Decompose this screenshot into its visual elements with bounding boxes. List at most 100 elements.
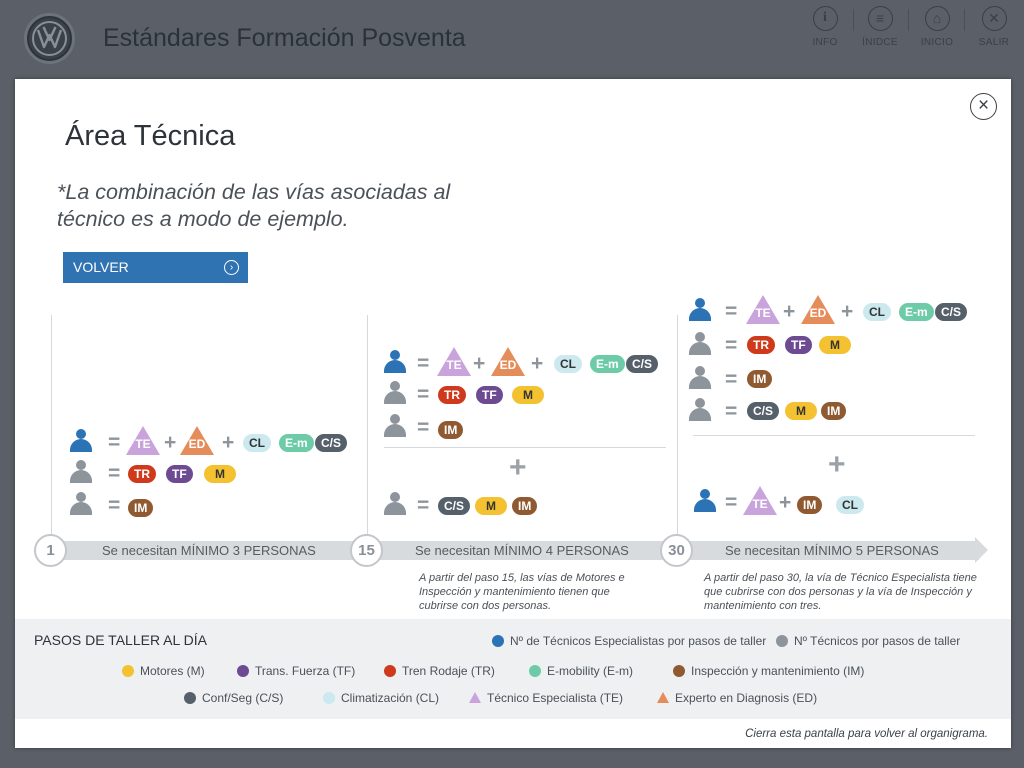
equals-sign: = (725, 400, 738, 423)
equals-sign: = (725, 491, 738, 514)
blue-dot-icon (492, 635, 504, 647)
badge-cs: C/S (747, 402, 780, 420)
legend-item: Técnico Especialista (TE) (469, 691, 623, 705)
equals-sign: = (417, 383, 430, 406)
step-marker: 30 (660, 534, 693, 567)
lilac-triangle-icon (469, 692, 481, 703)
badge-cs: C/S (935, 303, 968, 321)
legend-item: Nº Técnicos por pasos de taller (776, 634, 960, 648)
close-icon: ✕ (981, 6, 1007, 31)
info-icon: i (812, 6, 838, 31)
column-divider (367, 315, 368, 537)
person-row: = IM (384, 414, 674, 440)
legend-item: Climatización (CL) (323, 691, 439, 705)
step-note: A partir del paso 30, la vía de Técnico … (704, 572, 977, 612)
badge-im: IM (747, 370, 773, 388)
person-icon (689, 366, 711, 390)
person-icon (689, 398, 711, 422)
badge-cl: CL (863, 303, 891, 321)
column-divider (51, 315, 52, 537)
equals-sign: = (108, 431, 121, 454)
chevron-right-icon: › (224, 260, 239, 275)
legend-item: Conf/Seg (C/S) (184, 691, 283, 705)
person-row: = IM (689, 366, 989, 392)
timeline-arrow-head (975, 537, 988, 563)
green-dot-icon (529, 665, 541, 677)
nav-info[interactable]: i INFO (803, 6, 847, 48)
orange-triangle-icon (657, 692, 669, 703)
legend-item: E-mobility (E-m) (529, 664, 633, 678)
plus-sign: + (828, 448, 846, 481)
badge-tr: TR (128, 465, 156, 483)
light-blue-dot-icon (323, 692, 335, 704)
triangle-ed: ED (180, 426, 214, 455)
triangle-te: TE (126, 426, 160, 455)
footer-note: Cierra esta pantalla para volver al orga… (745, 728, 988, 740)
legend-item: Experto en Diagnosis (ED) (657, 691, 817, 705)
equals-sign: = (108, 462, 121, 485)
person-icon (384, 414, 406, 438)
badge-tf: TF (166, 465, 193, 483)
triangle-te: TE (743, 486, 777, 515)
person-row: = TE + ED + CL E-m C/S (384, 347, 674, 376)
home-icon: ⌂ (924, 6, 950, 31)
plus-sign: + (783, 300, 796, 323)
nav-exit[interactable]: ✕ SALIR (972, 6, 1016, 48)
legend-item: Trans. Fuerza (TF) (237, 664, 355, 678)
badge-cs: C/S (315, 434, 348, 452)
badge-cs: C/S (438, 497, 471, 515)
dark-grey-dot-icon (184, 692, 196, 704)
plus-sign: + (222, 431, 235, 454)
plus-sign: + (779, 491, 792, 514)
brand-logo (24, 13, 75, 64)
badge-em: E-m (899, 303, 934, 321)
plus-sign: + (531, 352, 544, 375)
person-icon (384, 492, 406, 516)
group-separator (693, 435, 975, 436)
nav-separator (908, 9, 909, 31)
nav-index[interactable]: ≡ ÍNIDCE (858, 6, 902, 48)
grey-dot-icon (776, 635, 788, 647)
badge-cs: C/S (626, 355, 659, 373)
modal-panel: × Área Técnica *La combinación de las ví… (15, 79, 1011, 748)
equals-sign: = (108, 494, 121, 517)
nav-exit-label: SALIR (978, 37, 1010, 48)
badge-tr: TR (438, 386, 466, 404)
triangle-te: TE (437, 347, 471, 376)
nav-info-label: INFO (812, 37, 838, 48)
badge-m: M (475, 497, 507, 515)
close-icon[interactable]: × (970, 93, 997, 120)
yellow-dot-icon (122, 665, 134, 677)
badge-cl: CL (554, 355, 582, 373)
plus-sign: + (841, 300, 854, 323)
triangle-te: TE (746, 295, 780, 324)
person-icon (70, 492, 92, 516)
legend-panel: PASOS DE TALLER AL DÍA Nº de Técnicos Es… (15, 619, 1011, 719)
equals-sign: = (417, 416, 430, 439)
step-label: Se necesitan MÍNIMO 3 PERSONAS (102, 543, 316, 558)
back-button[interactable]: VOLVER › (63, 252, 248, 283)
badge-im: IM (821, 402, 847, 420)
badge-em: E-m (590, 355, 625, 373)
person-row: = TE + ED + CL E-m C/S (689, 295, 989, 324)
person-icon (384, 381, 406, 405)
nav-home[interactable]: ⌂ INICIO (915, 6, 959, 48)
app-title: Estándares Formación Posventa (103, 24, 466, 52)
modal-title: Área Técnica (65, 120, 236, 152)
legend-item: Inspección y mantenimiento (IM) (673, 664, 864, 678)
badge-em: E-m (279, 434, 314, 452)
person-icon (70, 460, 92, 484)
nav-index-label: ÍNIDCE (862, 37, 898, 48)
triangle-ed: ED (491, 347, 525, 376)
equals-sign: = (725, 334, 738, 357)
step-label: Se necesitan MÍNIMO 4 PERSONAS (415, 543, 629, 558)
list-icon: ≡ (867, 6, 893, 31)
plus-sign: + (164, 431, 177, 454)
column-divider (677, 315, 678, 537)
badge-im: IM (512, 497, 538, 515)
person-row: = C/S M IM (384, 492, 674, 518)
brown-dot-icon (673, 665, 685, 677)
badge-cl: CL (243, 434, 271, 452)
badge-m: M (512, 386, 544, 404)
specialist-person-icon (694, 489, 716, 513)
